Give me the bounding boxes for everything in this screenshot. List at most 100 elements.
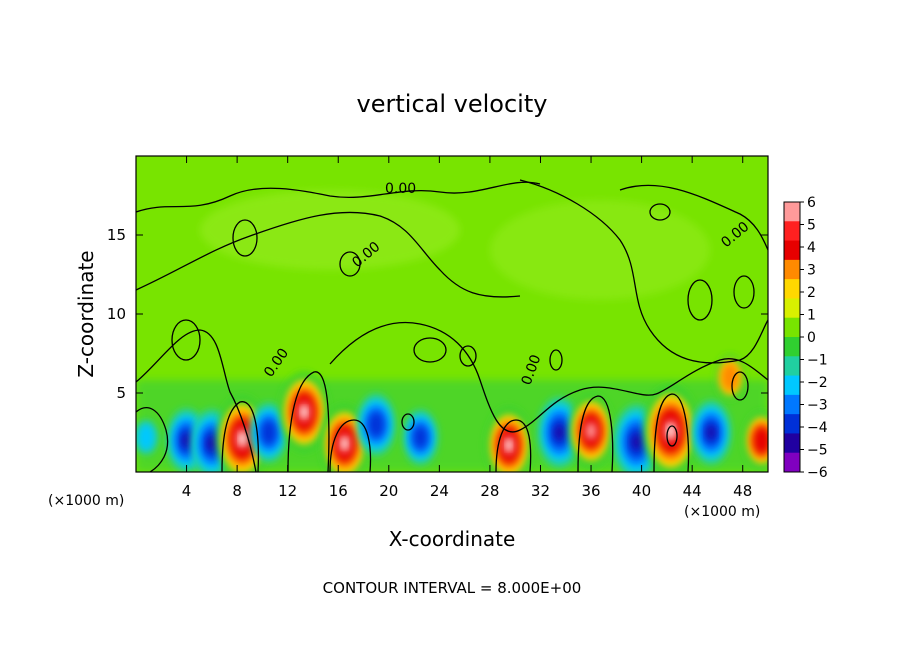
zero-contour-line	[136, 181, 541, 213]
x-tick-label: 8	[232, 482, 242, 500]
upper-field-shade	[490, 200, 710, 300]
zero-contour-line	[287, 371, 330, 472]
zero-contour-line	[339, 251, 361, 277]
x-tick-label: 40	[632, 482, 651, 500]
x-tick-label: 32	[531, 482, 550, 500]
colorbar-swatch	[784, 414, 800, 434]
colorbar-swatch	[784, 317, 800, 338]
y-tick-label: 10	[107, 305, 126, 323]
w-shade	[368, 411, 385, 438]
updraft-cell	[280, 372, 329, 452]
upper-field-shade	[200, 190, 460, 270]
downdraft-cell	[538, 397, 581, 468]
x-tick-label: 16	[329, 482, 348, 500]
zero-contour-line	[619, 184, 768, 251]
zero-contour-line	[577, 395, 614, 472]
w-shade	[182, 434, 191, 447]
x-tick-label: 4	[182, 482, 192, 500]
colorbar-swatch	[784, 452, 800, 473]
y-tick-label: 15	[107, 226, 126, 244]
updraft-cell	[568, 394, 614, 468]
zero-contour-line	[459, 345, 477, 367]
w-shade	[137, 423, 155, 451]
zero-contour-line	[401, 413, 415, 431]
x-tick-label: 36	[581, 482, 600, 500]
colorbar-tick-label: 1	[807, 308, 816, 324]
colorbar-tick-label: −6	[807, 465, 828, 481]
zero-contour-line	[731, 371, 749, 401]
colorbar-tick-label: −3	[807, 398, 828, 414]
w-shade	[585, 422, 597, 440]
plot-area: 0.00 0.00 0.00 0.00 0.00	[136, 156, 768, 472]
colorbar-swatch	[784, 279, 800, 299]
w-shade	[301, 408, 307, 416]
colorbar-tick-label: −1	[807, 353, 828, 369]
y-axis: 5 10 15	[107, 226, 768, 402]
colorbar-swatch	[784, 240, 800, 261]
zero-contour-line	[519, 179, 768, 364]
colorbar-tick-label: 6	[807, 195, 816, 211]
x-tick-label: 44	[683, 482, 702, 500]
w-shade	[720, 362, 740, 392]
colorbar-swatch	[784, 433, 800, 454]
zero-contour-line	[653, 393, 690, 472]
zero-contour-line	[413, 337, 447, 363]
w-shade	[413, 425, 428, 449]
updraft-cell	[136, 420, 157, 455]
colorbar-swatch	[784, 221, 800, 242]
updraft-cell	[716, 355, 744, 400]
updraft-cell	[643, 385, 698, 472]
zero-contour-line	[666, 425, 678, 447]
colorbar-swatch	[784, 337, 800, 357]
colorbar-swatch	[784, 394, 800, 415]
w-shade	[707, 426, 716, 439]
colorbar-swatch	[784, 375, 800, 396]
x-tick-label: 28	[480, 482, 499, 500]
zero-contour-line	[171, 319, 201, 361]
zero-contour-line	[136, 329, 257, 472]
colorbar: 6 5 4 3 2 1 0 −1 −2 −3 −4 −5 −6	[783, 195, 828, 481]
w-shade	[342, 439, 347, 448]
x-axis: 4 8 12 16 20 24 28 32 36 40 44 48	[182, 156, 752, 500]
x-axis-label: X-coordinate	[389, 527, 516, 551]
x-tick-label: 48	[733, 482, 752, 500]
x-tick-label: 12	[278, 482, 297, 500]
w-shade	[555, 425, 564, 440]
w-shade	[207, 436, 216, 451]
zero-contour-line	[687, 279, 713, 321]
w-shade	[506, 441, 512, 449]
zero-contour-line	[649, 203, 671, 221]
colorbar-tick-label: −5	[807, 443, 828, 459]
w-shade	[752, 426, 768, 455]
colorbar-tick-label: 0	[807, 330, 816, 346]
colorbar-swatch	[784, 259, 800, 280]
y-tick-label: 5	[116, 384, 126, 402]
updraft-cell	[744, 411, 768, 469]
x-tick-label: 20	[379, 482, 398, 500]
updraft-cell	[321, 405, 368, 472]
zero-contour-line	[221, 401, 260, 472]
w-shade	[239, 434, 245, 444]
downdraft-cell	[250, 402, 287, 463]
contour-label: 0.00	[385, 181, 416, 197]
chart-title: vertical velocity	[357, 90, 548, 118]
y-axis-label: Z-coordinate	[74, 250, 98, 377]
colorbar-tick-label: 3	[807, 263, 816, 279]
x-unit-right: (×1000 m)	[684, 504, 760, 520]
w-shade	[632, 434, 642, 450]
zero-contour-line	[733, 275, 755, 309]
zero-contour-line	[329, 419, 372, 472]
downdraft-cell	[691, 400, 731, 465]
downdraft-cell	[403, 409, 438, 465]
colorbar-swatch	[784, 202, 800, 222]
colorbar-tick-label: 4	[807, 240, 816, 256]
zero-contour-line	[549, 349, 563, 371]
zero-contour-line	[329, 321, 768, 433]
x-unit-left: (×1000 m)	[48, 493, 124, 509]
colorbar-swatch	[784, 298, 800, 319]
zero-contour-line	[495, 419, 532, 472]
colorbar-tick-label: −2	[807, 375, 828, 391]
zero-contours	[136, 179, 768, 472]
x-tick-label: 24	[430, 482, 449, 500]
